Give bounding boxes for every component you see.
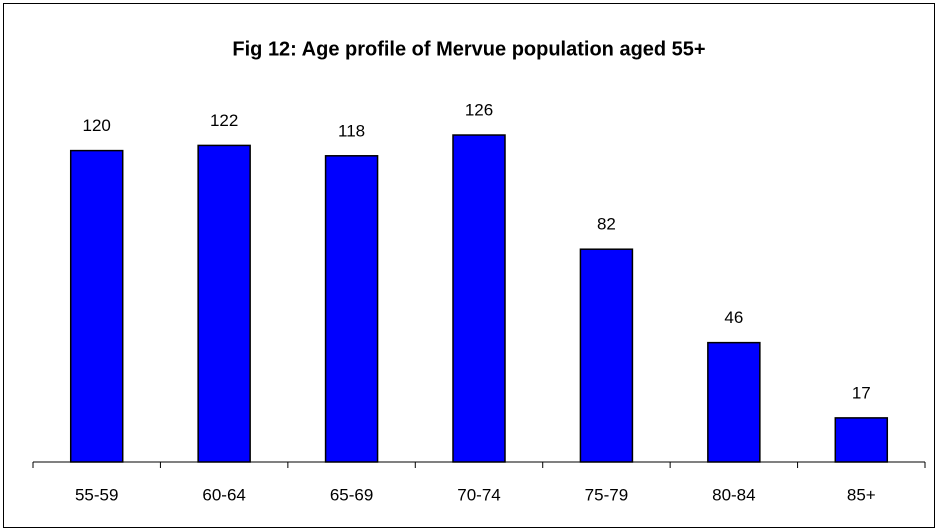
bar <box>579 248 634 463</box>
bar <box>707 341 761 463</box>
x-tick-label: 65-69 <box>330 485 373 504</box>
data-label: 126 <box>465 101 493 120</box>
data-label: 17 <box>852 383 871 402</box>
x-tick-label: 70-74 <box>457 485 500 504</box>
data-label: 82 <box>597 215 616 234</box>
x-tick-label: 85+ <box>847 485 876 504</box>
bar <box>834 417 889 463</box>
x-tick-label: 75-79 <box>585 485 628 504</box>
bar <box>324 155 379 463</box>
data-label: 118 <box>338 121 365 140</box>
x-tick-label: 60-64 <box>202 485 245 504</box>
bar <box>69 149 124 463</box>
bar <box>452 134 506 463</box>
x-tick-label: 80-84 <box>712 485 755 504</box>
bar <box>197 144 251 463</box>
data-label: 122 <box>210 111 238 130</box>
data-label: 120 <box>83 116 111 135</box>
data-label: 46 <box>724 308 743 327</box>
chart-title: Fig 12: Age profile of Mervue population… <box>232 38 705 60</box>
x-tick-label: 55-59 <box>75 485 118 504</box>
